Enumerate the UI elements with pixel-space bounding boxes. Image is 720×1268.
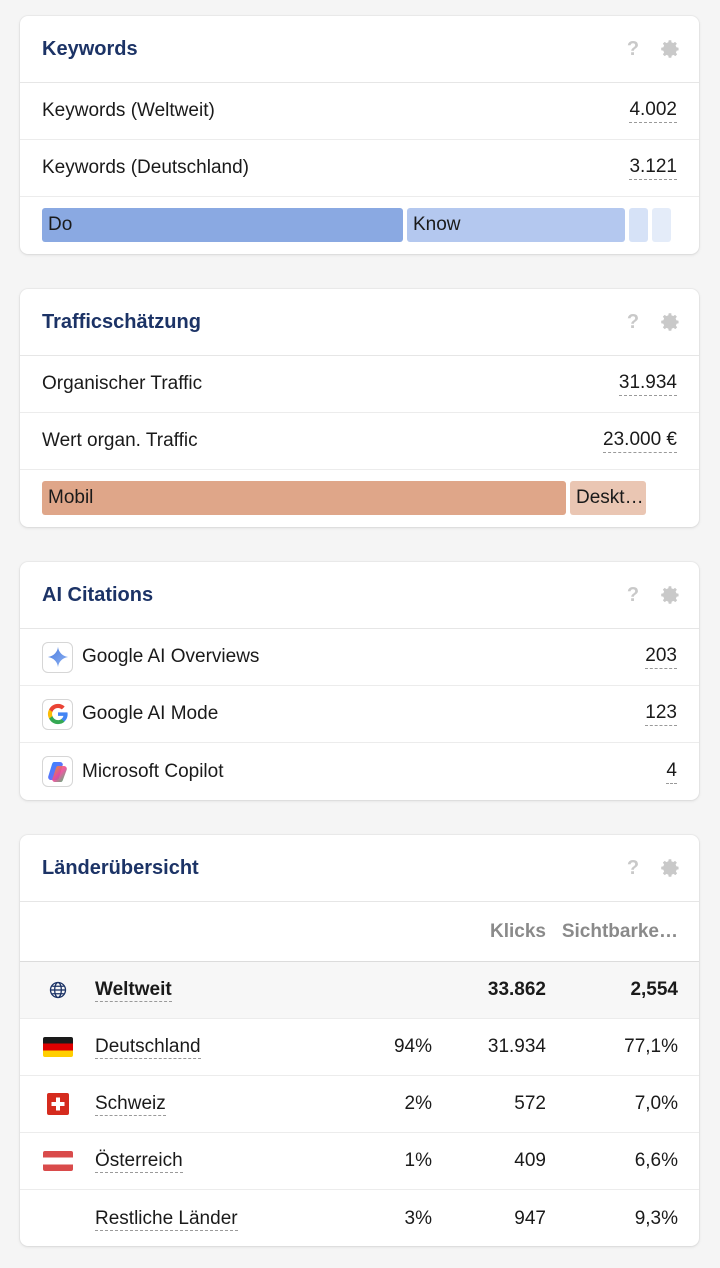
gear-icon[interactable] xyxy=(659,584,681,606)
country-clicks: 33.862 xyxy=(487,979,546,1000)
country-visibility: 9,3% xyxy=(634,1207,678,1229)
countries-table-header: Klicks Sichtbarke… xyxy=(20,902,699,962)
search-intent-bar: Do Know xyxy=(20,197,699,253)
organic-traffic-row: Organischer Traffic 31.934 xyxy=(20,356,699,413)
copilot-icon xyxy=(42,756,73,787)
help-icon[interactable]: ? xyxy=(626,310,640,333)
country-name[interactable]: Schweiz xyxy=(95,1093,166,1116)
table-row-germany[interactable]: Deutschland 94% 31.934 77,1% xyxy=(20,1019,699,1076)
device-bar: Mobil Deskt… xyxy=(20,470,699,526)
intent-segment-know[interactable]: Know xyxy=(407,208,625,242)
traffic-value-row: Wert organ. Traffic 23.000 € xyxy=(20,413,699,470)
gear-icon[interactable] xyxy=(659,38,681,60)
ai-mode-row: Google AI Mode 123 xyxy=(20,686,699,743)
copilot-row: Microsoft Copilot 4 xyxy=(20,743,699,800)
sparkle-icon xyxy=(42,641,73,673)
country-share: 2% xyxy=(404,1093,432,1114)
country-clicks: 572 xyxy=(514,1093,546,1114)
table-row-austria[interactable]: Österreich 1% 409 6,6% xyxy=(20,1133,699,1190)
country-name[interactable]: Deutschland xyxy=(95,1036,201,1059)
help-icon[interactable]: ? xyxy=(626,856,640,879)
country-share: 94% xyxy=(393,1036,432,1057)
country-clicks: 31.934 xyxy=(487,1036,546,1057)
keywords-title: Keywords xyxy=(42,37,138,60)
traffic-title: Trafficschätzung xyxy=(42,310,201,333)
country-name[interactable]: Österreich xyxy=(95,1150,183,1173)
help-icon[interactable]: ? xyxy=(626,583,640,606)
germany-flag-icon xyxy=(42,1037,73,1057)
google-g-icon xyxy=(42,698,73,730)
intent-segment-do[interactable]: Do xyxy=(42,208,403,242)
intent-segment-3[interactable] xyxy=(629,208,648,242)
country-visibility: 77,1% xyxy=(624,1036,678,1057)
keywords-card: Keywords ? Keywords (Weltweit) 4.002 Key… xyxy=(20,16,699,254)
row-label: Microsoft Copilot xyxy=(82,760,224,782)
country-name[interactable]: Weltweit xyxy=(95,979,172,1002)
ai-citations-card: AI Citations ? Google AI Overviews 203 xyxy=(20,562,699,800)
ai-citations-header: AI Citations ? xyxy=(20,562,699,629)
copilot-value[interactable]: 4 xyxy=(666,760,677,784)
row-label: Keywords (Weltweit) xyxy=(42,100,215,121)
ai-overviews-value[interactable]: 203 xyxy=(645,645,677,669)
help-icon[interactable]: ? xyxy=(626,37,640,60)
ai-mode-value[interactable]: 123 xyxy=(645,702,677,726)
country-share: 1% xyxy=(404,1150,432,1171)
traffic-card: Trafficschätzung ? Organischer Traffic 3… xyxy=(20,289,699,527)
keywords-germany-value[interactable]: 3.121 xyxy=(629,156,677,180)
country-clicks: 409 xyxy=(514,1150,546,1171)
keywords-worldwide-row: Keywords (Weltweit) 4.002 xyxy=(20,83,699,140)
country-share: 3% xyxy=(404,1207,432,1229)
countries-header: Länderübersicht ? xyxy=(20,835,699,902)
keywords-card-header: Keywords ? xyxy=(20,16,699,83)
ai-overviews-row: Google AI Overviews 203 xyxy=(20,629,699,686)
intent-segment-4[interactable] xyxy=(652,208,671,242)
countries-title: Länderübersicht xyxy=(42,856,199,879)
table-row-worldwide[interactable]: Weltweit 33.862 2,554 xyxy=(20,962,699,1019)
gear-icon[interactable] xyxy=(659,311,681,333)
ai-citations-title: AI Citations xyxy=(42,583,154,606)
table-row-other-countries[interactable]: Restliche Länder 3% 947 9,3% xyxy=(20,1190,699,1246)
keywords-germany-row: Keywords (Deutschland) 3.121 xyxy=(20,140,699,197)
countries-card: Länderübersicht ? Klicks Sichtbarke… Wel… xyxy=(20,835,699,1246)
country-visibility: 6,6% xyxy=(634,1150,678,1171)
device-segment-mobile[interactable]: Mobil xyxy=(42,481,566,515)
column-header-clicks[interactable]: Klicks xyxy=(490,920,546,942)
organic-traffic-value[interactable]: 31.934 xyxy=(618,372,677,396)
traffic-value-value[interactable]: 23.000 € xyxy=(603,429,677,453)
switzerland-flag-icon xyxy=(46,1093,69,1115)
country-visibility: 7,0% xyxy=(634,1093,678,1114)
gear-icon[interactable] xyxy=(659,857,681,879)
row-label: Organischer Traffic xyxy=(42,373,203,394)
country-clicks: 947 xyxy=(514,1207,546,1229)
country-visibility: 2,554 xyxy=(630,979,678,1000)
column-header-visibility[interactable]: Sichtbarke… xyxy=(561,920,678,942)
globe-icon xyxy=(49,981,66,999)
country-name[interactable]: Restliche Länder xyxy=(95,1207,238,1231)
row-label: Wert organ. Traffic xyxy=(42,430,198,451)
device-segment-desktop[interactable]: Deskt… xyxy=(570,481,646,515)
traffic-card-header: Trafficschätzung ? xyxy=(20,289,699,356)
row-label: Google AI Overviews xyxy=(82,646,260,667)
row-label: Keywords (Deutschland) xyxy=(42,157,249,178)
keywords-worldwide-value[interactable]: 4.002 xyxy=(629,99,677,123)
row-label: Google AI Mode xyxy=(82,703,219,724)
table-row-switzerland[interactable]: Schweiz 2% 572 7,0% xyxy=(20,1076,699,1133)
austria-flag-icon xyxy=(42,1151,73,1171)
